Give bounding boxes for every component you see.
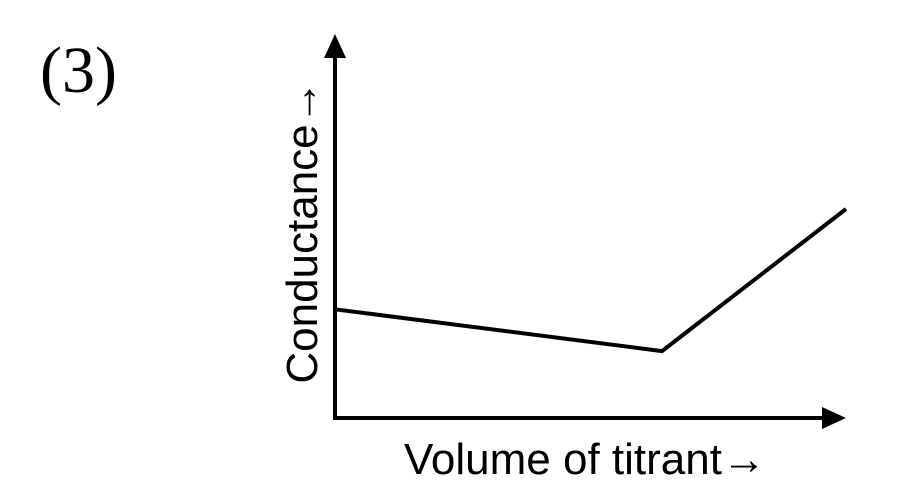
series-layer — [334, 207, 848, 354]
x-axis-label: Volume of titrant→ — [404, 435, 766, 484]
y-axis-arrow-icon — [324, 34, 346, 58]
x-axis-arrow-icon — [822, 407, 846, 429]
y-axis-label: Conductance→ — [278, 80, 327, 383]
chart: Conductance→ Volume of titrant→ — [278, 34, 848, 484]
option-label: (3) — [40, 34, 117, 107]
conductance-series-line — [334, 207, 848, 354]
